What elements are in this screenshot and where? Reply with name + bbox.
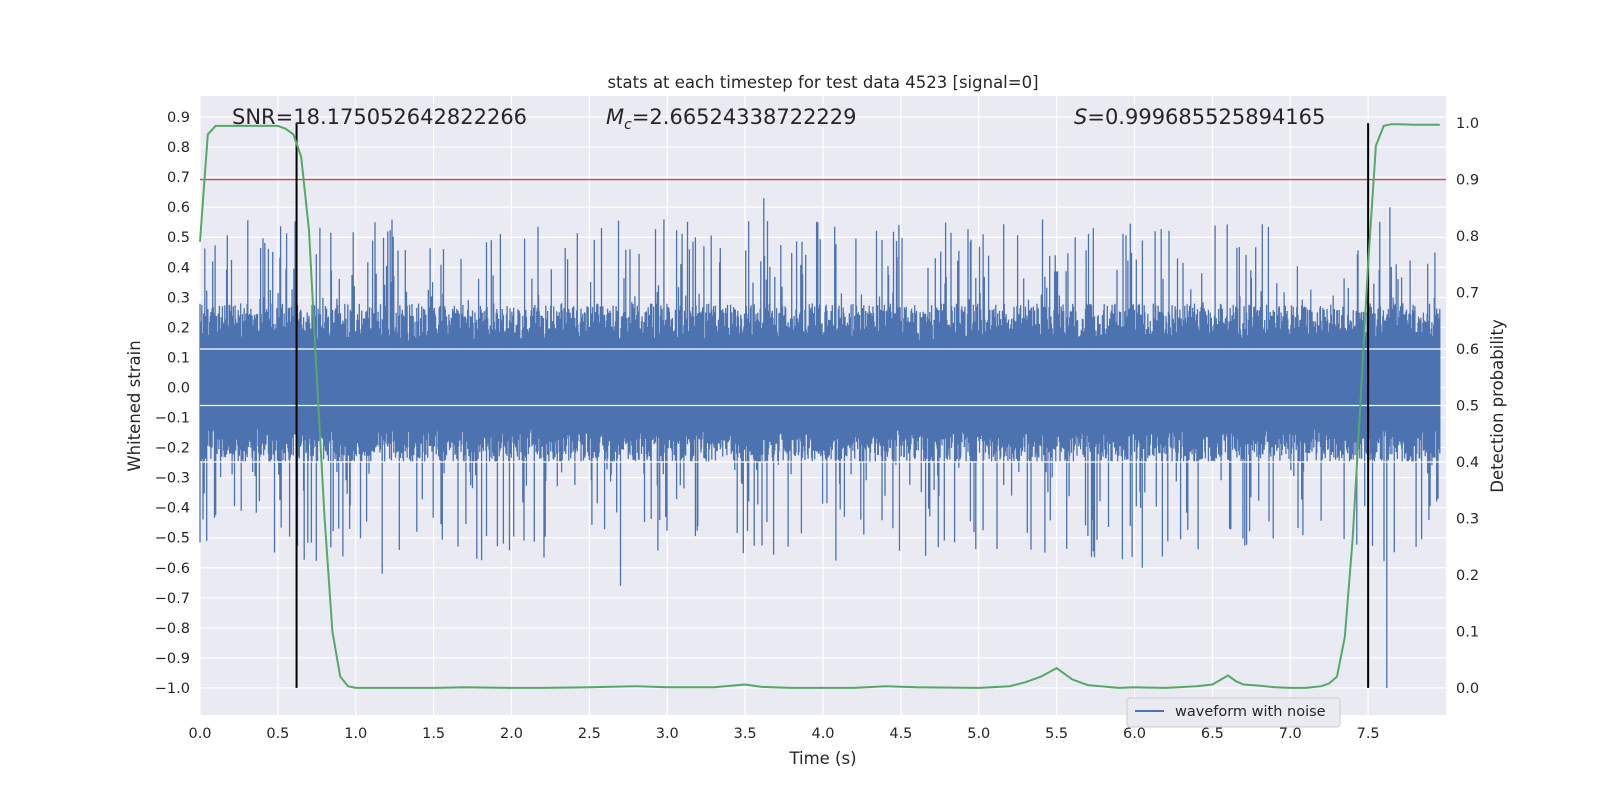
- y-tick-label: −0.9: [155, 651, 190, 667]
- y-tick-label: −1.0: [155, 681, 190, 697]
- y-tick-label: 0.8: [167, 140, 190, 156]
- y-tick-label: −0.1: [155, 411, 190, 427]
- chirp-mass-subscript: c: [624, 117, 632, 133]
- y-tick-label: −0.8: [155, 621, 190, 637]
- y-tick-label: 0.4: [167, 260, 190, 276]
- x-tick-label: 0.5: [266, 726, 289, 742]
- right-y-tick-label: 0.6: [1456, 342, 1479, 358]
- y-tick-label: 0.7: [167, 170, 190, 186]
- y-axis-label: Whitened strain: [125, 340, 144, 471]
- x-tick-label: 4.0: [811, 726, 834, 742]
- score-symbol: S: [1074, 105, 1087, 129]
- x-tick-label: 7.0: [1279, 726, 1302, 742]
- right-y-tick-label: 0.5: [1456, 399, 1479, 415]
- legend-label: waveform with noise: [1175, 704, 1326, 720]
- waveform-series: [199, 198, 1446, 688]
- snr-annotation: SNR=18.175052642822266: [232, 105, 527, 129]
- chart-title: stats at each timestep for test data 452…: [607, 73, 1038, 92]
- y-tick-label: −0.4: [155, 501, 190, 517]
- detection-probability-line: [199, 123, 1440, 689]
- y-tick-label: −0.6: [155, 561, 190, 577]
- y-tick-labels: 0.9 0.8 0.7 0.6 0.5 0.4 0.3 0.2 0.1 0.0 −0.1 −0.2 −0…: [155, 110, 190, 697]
- x-tick-label: 7.5: [1357, 726, 1380, 742]
- y-tick-label: −0.2: [155, 441, 190, 457]
- y-tick-label: 0.5: [167, 230, 190, 246]
- y-tick-label: 0.9: [167, 110, 190, 126]
- x-tick-label: 5.0: [967, 726, 990, 742]
- x-tick-label: 0.0: [188, 726, 211, 742]
- x-tick-label: 3.0: [656, 726, 679, 742]
- marker-lines: [295, 123, 1370, 688]
- y-tick-label: −0.3: [155, 471, 190, 487]
- right-y-tick-label: 0.0: [1456, 681, 1479, 697]
- x-tick-label: 6.5: [1201, 726, 1224, 742]
- right-y-tick-label: 0.7: [1456, 286, 1479, 302]
- right-y-tick-label: 0.4: [1456, 455, 1479, 471]
- right-y-tick-label: 0.9: [1456, 173, 1479, 189]
- score-annotation: S=0.999685525894165: [1074, 105, 1325, 129]
- legend: waveform with noise: [1126, 697, 1341, 728]
- right-y-tick-labels: 1.0 0.9 0.8 0.7 0.6 0.5 0.4 0.3 0.2 0.1 0.0: [1456, 116, 1479, 697]
- chirp-mass-annotation: Mc=2.66524338722229: [606, 105, 857, 133]
- x-axis-label: Time (s): [788, 749, 856, 768]
- x-tick-label: 6.0: [1123, 726, 1146, 742]
- waveform-core: [200, 345, 1440, 426]
- right-y-tick-label: 0.8: [1456, 229, 1479, 245]
- legend-box: [1126, 697, 1341, 728]
- chirp-mass-symbol: M: [606, 105, 624, 129]
- x-tick-label: 5.5: [1045, 726, 1068, 742]
- y-tick-label: −0.5: [155, 531, 190, 547]
- y-tick-label: −0.7: [155, 591, 190, 607]
- right-y-tick-label: 0.2: [1456, 568, 1479, 584]
- y-tick-label: 0.3: [167, 290, 190, 306]
- x-tick-label: 3.5: [734, 726, 757, 742]
- right-y-tick-label: 0.3: [1456, 511, 1479, 527]
- x-tick-label: 1.0: [344, 726, 367, 742]
- chirp-mass-value: =2.66524338722229: [632, 105, 857, 129]
- right-y-tick-label: 0.1: [1456, 624, 1479, 640]
- right-y-tick-label: 1.0: [1456, 116, 1479, 132]
- x-tick-labels: 0.0 0.5 1.0 1.5 2.0 2.5 3.0 3.5 4.0 4.5 5.0 5.5 6.0 6…: [188, 726, 1379, 742]
- x-tick-label: 4.5: [889, 726, 912, 742]
- x-tick-label: 2.0: [500, 726, 523, 742]
- y-tick-label: 0.6: [167, 200, 190, 216]
- score-value: =0.999685525894165: [1087, 105, 1325, 129]
- y-tick-label: 0.1: [167, 350, 190, 366]
- x-tick-label: 2.5: [578, 726, 601, 742]
- y-tick-label: 0.0: [167, 380, 190, 396]
- right-y-axis-label: Detection probability: [1488, 319, 1507, 493]
- x-tick-label: 1.5: [422, 726, 445, 742]
- y-tick-label: 0.2: [167, 320, 190, 336]
